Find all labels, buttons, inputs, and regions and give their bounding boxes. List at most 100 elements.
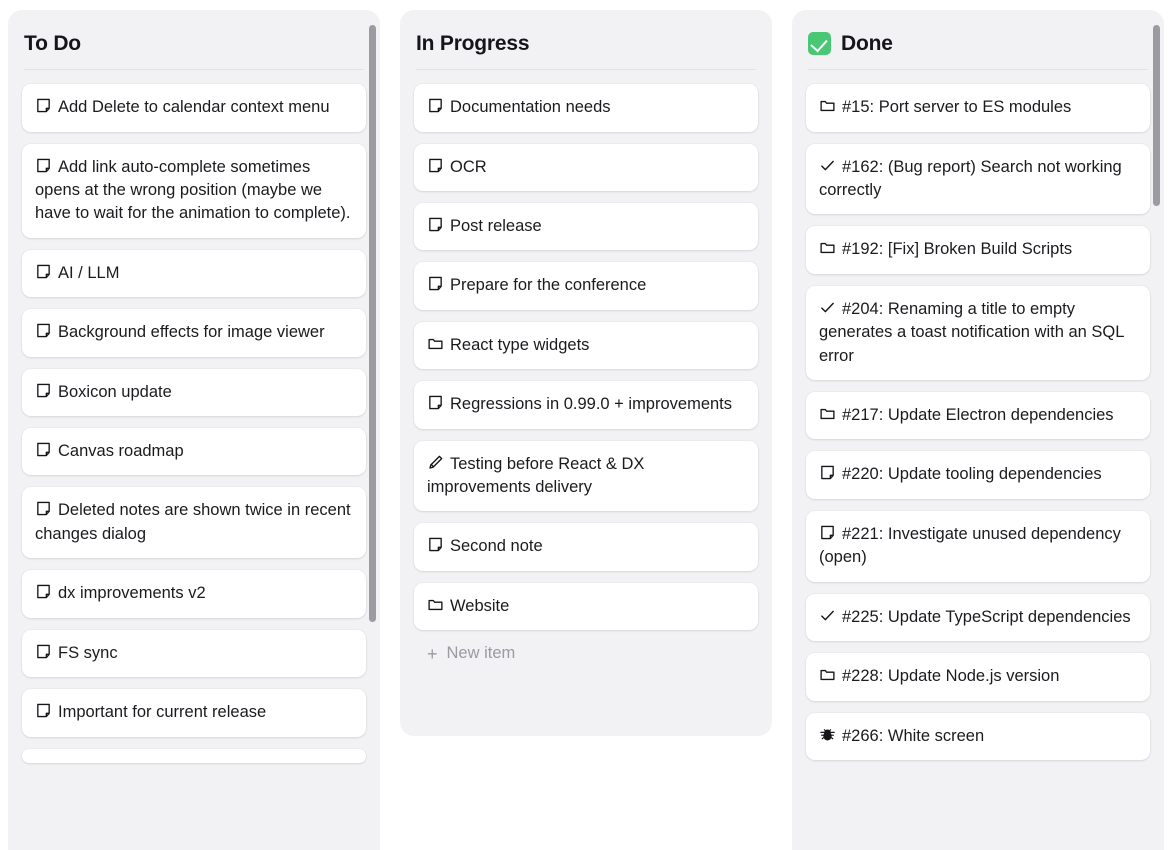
column-header: In Progress <box>414 10 758 69</box>
card-title: dx improvements v2 <box>58 584 206 603</box>
column-header: Done <box>806 10 1150 69</box>
note-icon <box>35 583 52 600</box>
note-icon <box>35 702 52 719</box>
header-divider <box>808 69 1148 71</box>
kanban-card[interactable]: #225: Update TypeScript dependencies <box>806 593 1150 642</box>
kanban-card[interactable]: #204: Renaming a title to empty generate… <box>806 285 1150 381</box>
card-title: Boxicon update <box>58 382 172 401</box>
kanban-card[interactable]: Website <box>414 582 758 631</box>
column-scrollbar[interactable] <box>369 25 376 622</box>
kanban-card[interactable]: #220: Update tooling dependencies <box>806 451 1150 499</box>
card-title: Add link auto-complete sometimes opens a… <box>35 157 351 223</box>
kanban-card[interactable]: #221: Investigate unused dependency (ope… <box>806 510 1150 582</box>
folder-icon <box>819 239 836 256</box>
kanban-card[interactable]: Deleted notes are shown twice in recent … <box>22 487 366 559</box>
note-icon <box>427 216 444 233</box>
kanban-column-in-progress: In Progress Documentation needs OCR Post re… <box>400 10 772 736</box>
card-title: #15: Port server to ES modules <box>842 98 1072 117</box>
kanban-card[interactable]: #228: Update Node.js version <box>806 653 1150 701</box>
card-title: #204: Renaming a title to empty generate… <box>819 299 1124 365</box>
kanban-card[interactable]: Important for current release <box>22 689 366 737</box>
card-title: Add Delete to calendar context menu <box>58 98 330 117</box>
kanban-card[interactable]: Boxicon update <box>22 368 366 417</box>
column-title[interactable]: To Do <box>24 32 81 55</box>
card-list: Add Delete to calendar context menu Add l… <box>22 84 366 763</box>
card-title: AI / LLM <box>58 263 120 282</box>
card-title: FS sync <box>58 643 118 662</box>
kanban-card[interactable]: FS sync <box>22 629 366 678</box>
folder-icon <box>427 335 444 352</box>
kanban-card[interactable]: #192: [Fix] Broken Build Scripts <box>806 226 1150 274</box>
note-icon <box>35 97 52 114</box>
card-title: #266: White screen <box>842 726 985 745</box>
note-icon <box>427 157 444 174</box>
kanban-column-to-do: To Do Add Delete to calendar context menu… <box>8 10 380 850</box>
kanban-card[interactable]: Second note <box>414 523 758 571</box>
card-title: Canvas roadmap <box>58 442 184 461</box>
kanban-card[interactable]: #266: White screen <box>806 712 1150 760</box>
pencil-icon <box>427 454 444 471</box>
kanban-card[interactable]: OCR <box>414 143 758 191</box>
kanban-card[interactable]: Add link auto-complete sometimes opens a… <box>22 143 366 238</box>
card-title: #217: Update Electron dependencies <box>842 406 1114 425</box>
column-scrollbar[interactable] <box>1153 25 1160 206</box>
header-divider <box>416 69 756 71</box>
column-header: To Do <box>22 10 366 69</box>
card-title: #221: Investigate unused dependency (ope… <box>819 524 1121 567</box>
kanban-card[interactable]: Background effects for image viewer <box>22 309 366 357</box>
check-icon <box>819 157 836 174</box>
kanban-card[interactable]: Canvas roadmap <box>22 428 366 476</box>
note-icon <box>819 464 836 481</box>
card-title: Post release <box>450 216 542 235</box>
card-title: #228: Update Node.js version <box>842 667 1060 686</box>
kanban-card[interactable] <box>22 748 366 763</box>
bug-icon <box>819 726 836 743</box>
new-item-button[interactable]: + New item <box>414 630 758 667</box>
note-icon <box>427 394 444 411</box>
card-title: #192: [Fix] Broken Build Scripts <box>842 240 1073 259</box>
note-icon <box>35 157 52 174</box>
plus-icon: + <box>427 643 438 664</box>
note-icon <box>35 382 52 399</box>
card-title: Important for current release <box>58 703 267 722</box>
card-title: Regressions in 0.99.0 + improvements <box>450 395 733 414</box>
note-icon <box>35 643 52 660</box>
kanban-card[interactable]: Prepare for the conference <box>414 262 758 310</box>
note-icon <box>819 524 836 541</box>
card-title: OCR <box>450 157 487 176</box>
header-divider <box>24 69 364 71</box>
kanban-card[interactable]: AI / LLM <box>22 249 366 298</box>
kanban-card[interactable]: Testing before React & DX improvements d… <box>414 440 758 512</box>
kanban-card[interactable]: #217: Update Electron dependencies <box>806 392 1150 440</box>
card-list: #15: Port server to ES modules #162: (Bug… <box>806 84 1150 760</box>
card-title: Prepare for the conference <box>450 276 647 295</box>
card-title: Background effects for image viewer <box>58 323 325 342</box>
card-title: Second note <box>450 537 543 556</box>
folder-icon <box>819 405 836 422</box>
folder-icon <box>819 97 836 114</box>
kanban-card[interactable]: #15: Port server to ES modules <box>806 84 1150 132</box>
kanban-card[interactable]: Documentation needs <box>414 84 758 132</box>
kanban-card[interactable]: Post release <box>414 202 758 251</box>
note-icon <box>427 97 444 114</box>
green-check-emoji <box>808 32 831 56</box>
column-title[interactable]: Done <box>841 32 893 55</box>
folder-icon <box>819 666 836 683</box>
kanban-card[interactable]: Add Delete to calendar context menu <box>22 84 366 132</box>
kanban-card[interactable]: React type widgets <box>414 321 758 370</box>
card-title: Documentation needs <box>450 98 611 117</box>
kanban-card[interactable]: dx improvements v2 <box>22 570 366 618</box>
card-title: #162: (Bug report) Search not working co… <box>819 157 1122 199</box>
card-title: Testing before React & DX improvements d… <box>427 454 645 497</box>
card-title: #225: Update TypeScript dependencies <box>842 607 1131 626</box>
folder-icon <box>427 596 444 613</box>
kanban-card[interactable]: Regressions in 0.99.0 + improvements <box>414 381 758 429</box>
kanban-column-done: Done #15: Port server to ES modules #162: … <box>792 10 1164 850</box>
card-list: Documentation needs OCR Post release Prepar… <box>414 84 758 631</box>
check-icon <box>819 299 836 316</box>
note-icon <box>35 441 52 458</box>
column-title[interactable]: In Progress <box>416 32 530 55</box>
note-icon <box>35 500 52 517</box>
kanban-card[interactable]: #162: (Bug report) Search not working co… <box>806 143 1150 215</box>
